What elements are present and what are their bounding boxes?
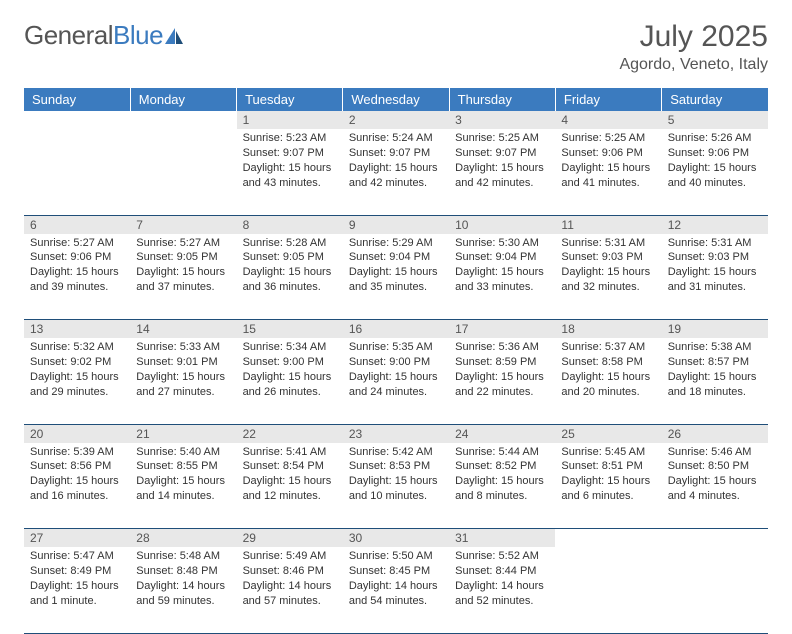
weekday-header: Wednesday — [343, 88, 449, 111]
day-number: 25 — [555, 425, 661, 443]
day-number: 19 — [662, 320, 768, 338]
weekday-header: Saturday — [662, 88, 768, 111]
title-block: July 2025 Agordo, Veneto, Italy — [619, 20, 768, 74]
daynum-row: 20212223242526 — [24, 424, 768, 443]
day-number: 28 — [130, 529, 236, 547]
weekday-header: Tuesday — [237, 88, 343, 111]
day-content: Sunrise: 5:34 AMSunset: 9:00 PMDaylight:… — [237, 338, 343, 403]
day-content-row: Sunrise: 5:32 AMSunset: 9:02 PMDaylight:… — [24, 338, 768, 424]
day-content: Sunrise: 5:27 AMSunset: 9:06 PMDaylight:… — [24, 234, 130, 299]
day-number: 8 — [237, 216, 343, 234]
day-content: Sunrise: 5:50 AMSunset: 8:45 PMDaylight:… — [343, 547, 449, 612]
day-content: Sunrise: 5:31 AMSunset: 9:03 PMDaylight:… — [555, 234, 661, 299]
day-number: 27 — [24, 529, 130, 547]
day-number: 10 — [449, 216, 555, 234]
day-number: 12 — [662, 216, 768, 234]
day-number: 24 — [449, 425, 555, 443]
day-content: Sunrise: 5:31 AMSunset: 9:03 PMDaylight:… — [662, 234, 768, 299]
day-content: Sunrise: 5:42 AMSunset: 8:53 PMDaylight:… — [343, 443, 449, 508]
day-content: Sunrise: 5:46 AMSunset: 8:50 PMDaylight:… — [662, 443, 768, 508]
day-number: 20 — [24, 425, 130, 443]
calendar-body: 12345Sunrise: 5:23 AMSunset: 9:07 PMDayl… — [24, 111, 768, 633]
day-number: 1 — [237, 111, 343, 129]
day-number: 17 — [449, 320, 555, 338]
calendar-table: SundayMondayTuesdayWednesdayThursdayFrid… — [24, 88, 768, 634]
day-content: Sunrise: 5:25 AMSunset: 9:06 PMDaylight:… — [555, 129, 661, 194]
month-title: July 2025 — [619, 20, 768, 54]
day-content: Sunrise: 5:45 AMSunset: 8:51 PMDaylight:… — [555, 443, 661, 508]
day-number: 31 — [449, 529, 555, 547]
day-number: 7 — [130, 216, 236, 234]
day-number: 16 — [343, 320, 449, 338]
logo-part1: General — [24, 20, 113, 50]
daynum-row: 2728293031 — [24, 529, 768, 548]
weekday-header: Thursday — [449, 88, 555, 111]
day-number: 30 — [343, 529, 449, 547]
day-content: Sunrise: 5:32 AMSunset: 9:02 PMDaylight:… — [24, 338, 130, 403]
day-number: 18 — [555, 320, 661, 338]
day-number: 14 — [130, 320, 236, 338]
day-number: 26 — [662, 425, 768, 443]
day-content: Sunrise: 5:30 AMSunset: 9:04 PMDaylight:… — [449, 234, 555, 299]
weekday-header: Monday — [130, 88, 236, 111]
location: Agordo, Veneto, Italy — [619, 56, 768, 74]
logo-part2: Blue — [113, 20, 163, 50]
day-content: Sunrise: 5:27 AMSunset: 9:05 PMDaylight:… — [130, 234, 236, 299]
weekday-header: Friday — [555, 88, 661, 111]
day-number: 13 — [24, 320, 130, 338]
day-content: Sunrise: 5:39 AMSunset: 8:56 PMDaylight:… — [24, 443, 130, 508]
day-content: Sunrise: 5:48 AMSunset: 8:48 PMDaylight:… — [130, 547, 236, 612]
day-number: 15 — [237, 320, 343, 338]
day-number: 11 — [555, 216, 661, 234]
day-content: Sunrise: 5:23 AMSunset: 9:07 PMDaylight:… — [237, 129, 343, 194]
day-content: Sunrise: 5:40 AMSunset: 8:55 PMDaylight:… — [130, 443, 236, 508]
day-number: 3 — [449, 111, 555, 129]
day-content: Sunrise: 5:41 AMSunset: 8:54 PMDaylight:… — [237, 443, 343, 508]
day-number: 5 — [662, 111, 768, 129]
day-content: Sunrise: 5:52 AMSunset: 8:44 PMDaylight:… — [449, 547, 555, 612]
sail-icon — [163, 26, 185, 46]
day-content-row: Sunrise: 5:23 AMSunset: 9:07 PMDaylight:… — [24, 129, 768, 215]
day-content: Sunrise: 5:26 AMSunset: 9:06 PMDaylight:… — [662, 129, 768, 194]
day-content: Sunrise: 5:37 AMSunset: 8:58 PMDaylight:… — [555, 338, 661, 403]
header: GeneralBlue July 2025 Agordo, Veneto, It… — [24, 20, 768, 74]
day-content: Sunrise: 5:28 AMSunset: 9:05 PMDaylight:… — [237, 234, 343, 299]
day-content-row: Sunrise: 5:39 AMSunset: 8:56 PMDaylight:… — [24, 443, 768, 529]
day-number: 6 — [24, 216, 130, 234]
daynum-row: 12345 — [24, 111, 768, 129]
day-number: 29 — [237, 529, 343, 547]
day-content-row: Sunrise: 5:27 AMSunset: 9:06 PMDaylight:… — [24, 234, 768, 320]
day-content-row: Sunrise: 5:47 AMSunset: 8:49 PMDaylight:… — [24, 547, 768, 633]
day-content: Sunrise: 5:38 AMSunset: 8:57 PMDaylight:… — [662, 338, 768, 403]
day-number: 9 — [343, 216, 449, 234]
day-content: Sunrise: 5:35 AMSunset: 9:00 PMDaylight:… — [343, 338, 449, 403]
day-content: Sunrise: 5:36 AMSunset: 8:59 PMDaylight:… — [449, 338, 555, 403]
day-number: 21 — [130, 425, 236, 443]
weekday-header-row: SundayMondayTuesdayWednesdayThursdayFrid… — [24, 88, 768, 111]
day-number: 2 — [343, 111, 449, 129]
day-content: Sunrise: 5:24 AMSunset: 9:07 PMDaylight:… — [343, 129, 449, 194]
day-number: 22 — [237, 425, 343, 443]
day-number: 23 — [343, 425, 449, 443]
day-content: Sunrise: 5:29 AMSunset: 9:04 PMDaylight:… — [343, 234, 449, 299]
day-number: 4 — [555, 111, 661, 129]
daynum-row: 6789101112 — [24, 215, 768, 234]
daynum-row: 13141516171819 — [24, 320, 768, 339]
day-content: Sunrise: 5:44 AMSunset: 8:52 PMDaylight:… — [449, 443, 555, 508]
logo: GeneralBlue — [24, 20, 185, 51]
day-content: Sunrise: 5:49 AMSunset: 8:46 PMDaylight:… — [237, 547, 343, 612]
day-content: Sunrise: 5:47 AMSunset: 8:49 PMDaylight:… — [24, 547, 130, 612]
day-content: Sunrise: 5:25 AMSunset: 9:07 PMDaylight:… — [449, 129, 555, 194]
logo-text: GeneralBlue — [24, 20, 163, 51]
day-content: Sunrise: 5:33 AMSunset: 9:01 PMDaylight:… — [130, 338, 236, 403]
weekday-header: Sunday — [24, 88, 130, 111]
